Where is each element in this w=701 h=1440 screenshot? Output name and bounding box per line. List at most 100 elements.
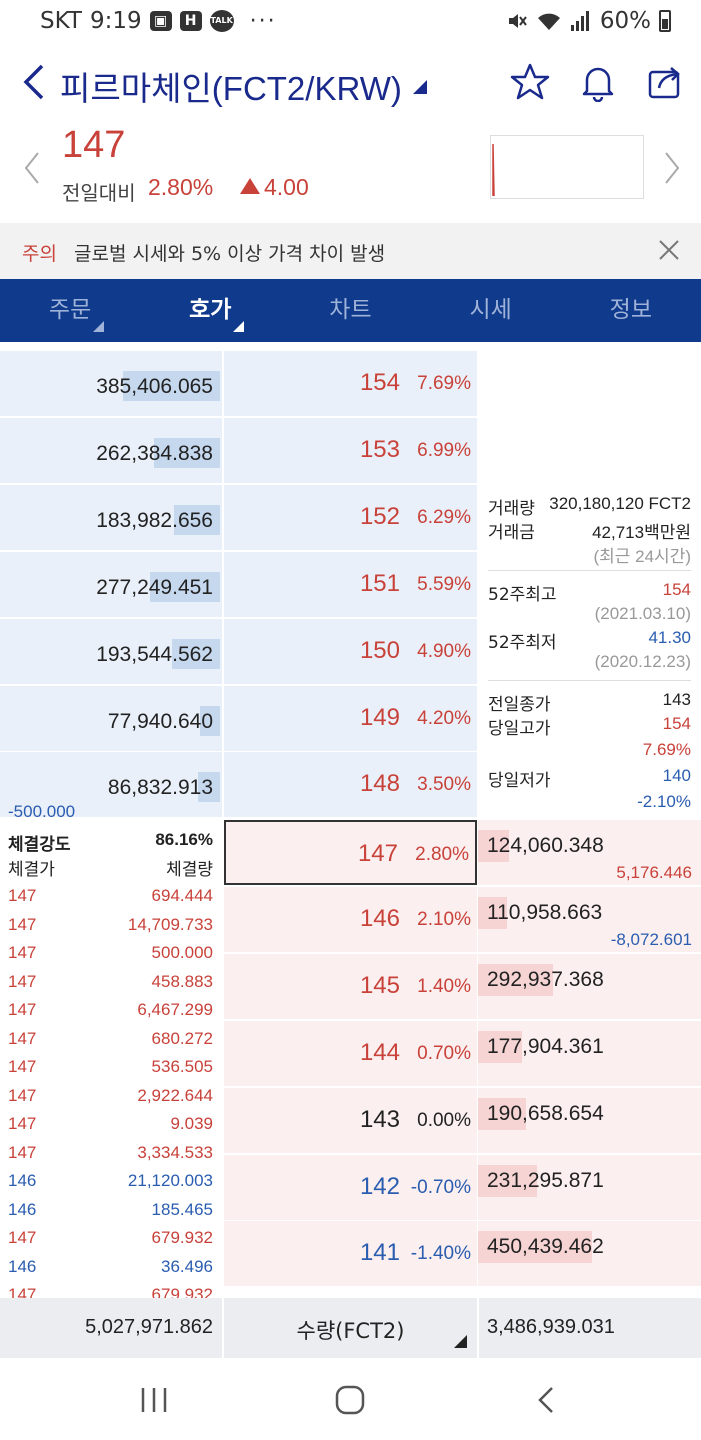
trade-price-header: 체결가 xyxy=(8,860,55,880)
ask-total: 5,027,971.862 xyxy=(0,1298,222,1358)
trade-price: 146 xyxy=(8,1256,37,1276)
h-app-icon: H xyxy=(179,11,202,31)
prev-coin-arrow-icon[interactable] xyxy=(22,150,42,186)
back-nav-icon[interactable] xyxy=(526,1380,566,1420)
amount-label: 거래금 xyxy=(488,523,535,543)
back-icon[interactable] xyxy=(18,60,48,104)
recent-apps-icon[interactable] xyxy=(134,1380,174,1420)
close-icon[interactable] xyxy=(657,238,681,262)
trade-price: 147 xyxy=(8,886,37,905)
ask-quantity: 77,940.640 xyxy=(107,709,213,733)
notice-tag: 주의 xyxy=(22,243,57,265)
price-change-percent: 6.99% xyxy=(417,439,471,461)
period-note: (최근 24시간) xyxy=(593,547,691,566)
volume-value: 320,180,120 FCT2 xyxy=(549,494,691,513)
day-low-value: 140 xyxy=(662,766,691,785)
tab-orderbook-label: 호가 xyxy=(189,297,232,323)
ask-depth-bar xyxy=(171,638,220,669)
low52-value: 41.30 xyxy=(648,628,691,647)
divider xyxy=(222,1298,224,1358)
trade-row: 147 2,922.644 xyxy=(0,1082,222,1110)
price-level[interactable]: 143 0.00% xyxy=(224,1087,477,1153)
bid-row[interactable]: 450,439.462 xyxy=(478,1221,701,1287)
tab-order[interactable]: 주문 xyxy=(0,279,140,342)
price-change-percent: 1.40% xyxy=(417,975,471,997)
price-change-percent: -0.70% xyxy=(410,1176,471,1198)
bid-depth-bar xyxy=(478,963,553,996)
price-level[interactable]: 154 7.69% xyxy=(224,351,477,416)
star-icon[interactable] xyxy=(510,62,550,102)
price-level[interactable]: 150 4.90% xyxy=(224,618,477,684)
price-level[interactable]: 146 2.10% xyxy=(224,886,477,952)
price-level[interactable]: 149 4.20% xyxy=(224,685,477,751)
trade-price: 147 xyxy=(8,971,37,991)
page-title[interactable]: 피르마체인(FCT2/KRW) xyxy=(60,70,402,107)
title-dropdown-caret-icon[interactable] xyxy=(413,80,427,94)
price-level[interactable]: 144 0.70% xyxy=(224,1020,477,1086)
trade-quantity: 694.444 xyxy=(151,886,213,905)
order-book: 385,406.065 262,384.838 183,982.656 277,249… xyxy=(0,342,701,1298)
ask-row[interactable]: 277,249.451 xyxy=(0,551,222,617)
trade-quantity: 536.505 xyxy=(151,1057,213,1076)
strength-value: 86.16% xyxy=(155,830,213,849)
ask-depth-bar xyxy=(123,371,220,401)
current-price-level[interactable]: 147 2.80% xyxy=(224,820,477,885)
price-level[interactable]: 153 6.99% xyxy=(224,417,477,483)
share-icon[interactable] xyxy=(645,62,685,102)
price-change-percent: 4.90% xyxy=(417,640,471,662)
next-coin-arrow-icon[interactable] xyxy=(662,150,682,186)
divider xyxy=(477,1298,479,1358)
day-low-percent: -2.10% xyxy=(637,792,691,811)
ask-row[interactable]: 86,832.913 -500.000 xyxy=(0,752,222,821)
ask-depth-bar xyxy=(198,772,220,803)
ask-depth-bar xyxy=(154,437,220,468)
home-icon[interactable] xyxy=(330,1380,370,1420)
tab-quotes[interactable]: 시세 xyxy=(421,279,561,342)
tab-orderbook[interactable]: 호가 xyxy=(140,279,280,342)
bid-row[interactable]: 231,295.871 xyxy=(478,1154,701,1220)
bid-quantity: 292,937.368 xyxy=(487,967,604,991)
change-label: 전일대비 xyxy=(62,181,136,205)
tab-chart[interactable]: 차트 xyxy=(280,279,420,342)
bid-row[interactable]: 110,958.663 -8,072.601 xyxy=(478,886,701,952)
ask-row[interactable]: 183,982.656 xyxy=(0,484,222,550)
bid-quantity: 450,439.462 xyxy=(487,1235,604,1259)
trade-quantity: 6,467.299 xyxy=(137,1000,213,1019)
mini-chart-line xyxy=(492,143,495,197)
unit-selector[interactable]: 수량(FCT2) xyxy=(224,1298,477,1358)
price-level[interactable]: 151 5.59% xyxy=(224,551,477,617)
bid-row[interactable]: 124,060.348 5,176.446 xyxy=(478,820,701,885)
bid-depth-bar xyxy=(478,1164,538,1197)
price-level[interactable]: 152 6.29% xyxy=(224,484,477,550)
tab-chart-label: 차트 xyxy=(329,297,372,323)
bell-icon[interactable] xyxy=(578,62,618,102)
battery-icon xyxy=(659,10,671,32)
price-change-percent: 4.20% xyxy=(417,707,471,729)
signal-icon xyxy=(570,11,589,31)
price-value: 151 xyxy=(359,569,400,597)
trade-price: 147 xyxy=(8,1114,37,1133)
bid-row[interactable]: 292,937.368 xyxy=(478,953,701,1019)
trade-price: 147 xyxy=(8,943,37,962)
gallery-icon: ▣ xyxy=(149,11,172,31)
ask-row[interactable]: 193,544.562 xyxy=(0,618,222,684)
notice-banner: 주의 글로벌 시세와 5% 이상 가격 차이 발생 xyxy=(0,223,701,279)
ask-row[interactable]: 385,406.065 xyxy=(0,351,222,416)
price-level[interactable]: 141 -1.40% xyxy=(224,1221,477,1287)
tab-info[interactable]: 정보 xyxy=(561,279,701,342)
bid-row[interactable]: 190,658.654 xyxy=(478,1087,701,1153)
ask-row[interactable]: 77,940.640 xyxy=(0,685,222,751)
trade-row: 146 185.465 xyxy=(0,1196,222,1224)
recent-trades-panel: 체결강도 86.16% 체결가 체결량 147 694.444 147 14,709.… xyxy=(0,820,222,1298)
trade-row: 147 679.932 xyxy=(0,1224,222,1252)
high52-value: 154 xyxy=(662,580,691,599)
price-level[interactable]: 142 -0.70% xyxy=(224,1154,477,1220)
price-level[interactable]: 145 1.40% xyxy=(224,953,477,1019)
notice-text: 글로벌 시세와 5% 이상 가격 차이 발생 xyxy=(74,243,386,265)
system-nav-bar xyxy=(0,1358,701,1440)
bid-total-value: 3,486,939.031 xyxy=(487,1316,615,1338)
bid-row[interactable]: 177,904.361 xyxy=(478,1020,701,1086)
ask-row[interactable]: 262,384.838 xyxy=(0,417,222,483)
ask-depth-bar xyxy=(149,571,220,602)
price-level[interactable]: 148 3.50% xyxy=(224,752,477,818)
